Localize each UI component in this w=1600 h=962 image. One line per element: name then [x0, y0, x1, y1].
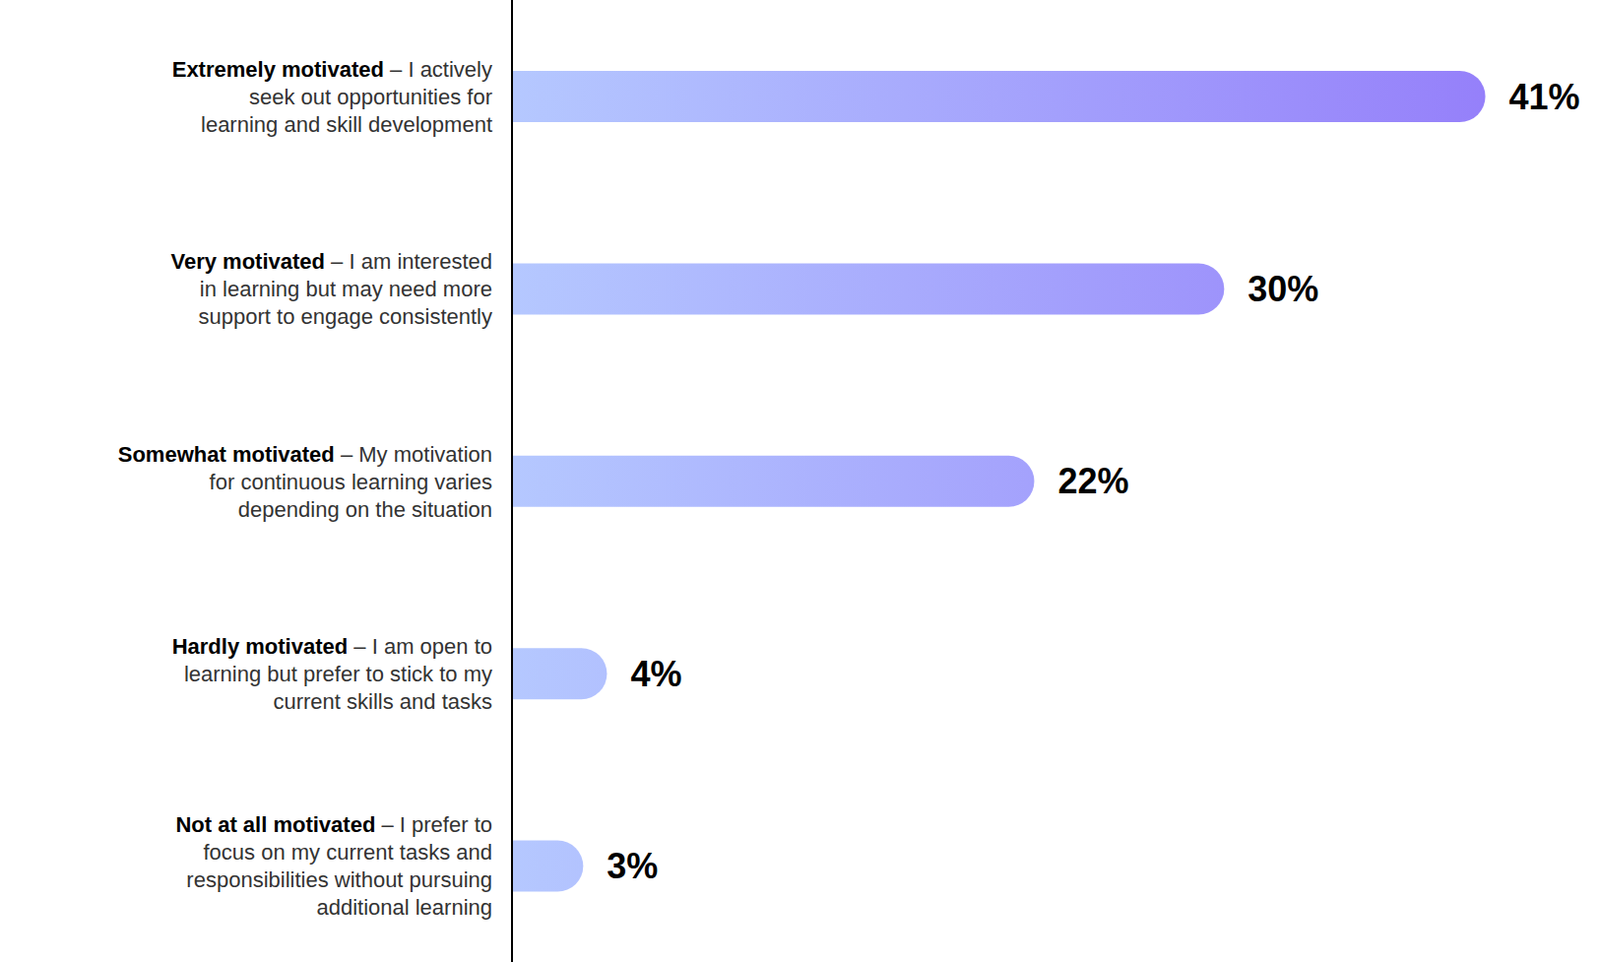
svg-text:Extremely motivated – I active: Extremely motivated – I activelyseek out…	[172, 56, 493, 136]
svg-text:41%: 41%	[1509, 76, 1581, 118]
svg-text:4%: 4%	[630, 653, 682, 695]
svg-text:Somewhat motivated – My motiva: Somewhat motivated – My motivationfor co…	[118, 441, 493, 521]
svg-text:Not at all motivated – I prefe: Not at all motivated – I prefer tofocus …	[175, 812, 493, 920]
svg-text:22%: 22%	[1057, 460, 1129, 502]
svg-text:3%: 3%	[606, 845, 658, 887]
svg-text:Very motivated – I am interest: Very motivated – I am interestedin learn…	[170, 249, 493, 329]
svg-text:Hardly motivated – I am open t: Hardly motivated – I am open tolearning …	[172, 633, 493, 713]
svg-text:30%: 30%	[1247, 268, 1319, 310]
